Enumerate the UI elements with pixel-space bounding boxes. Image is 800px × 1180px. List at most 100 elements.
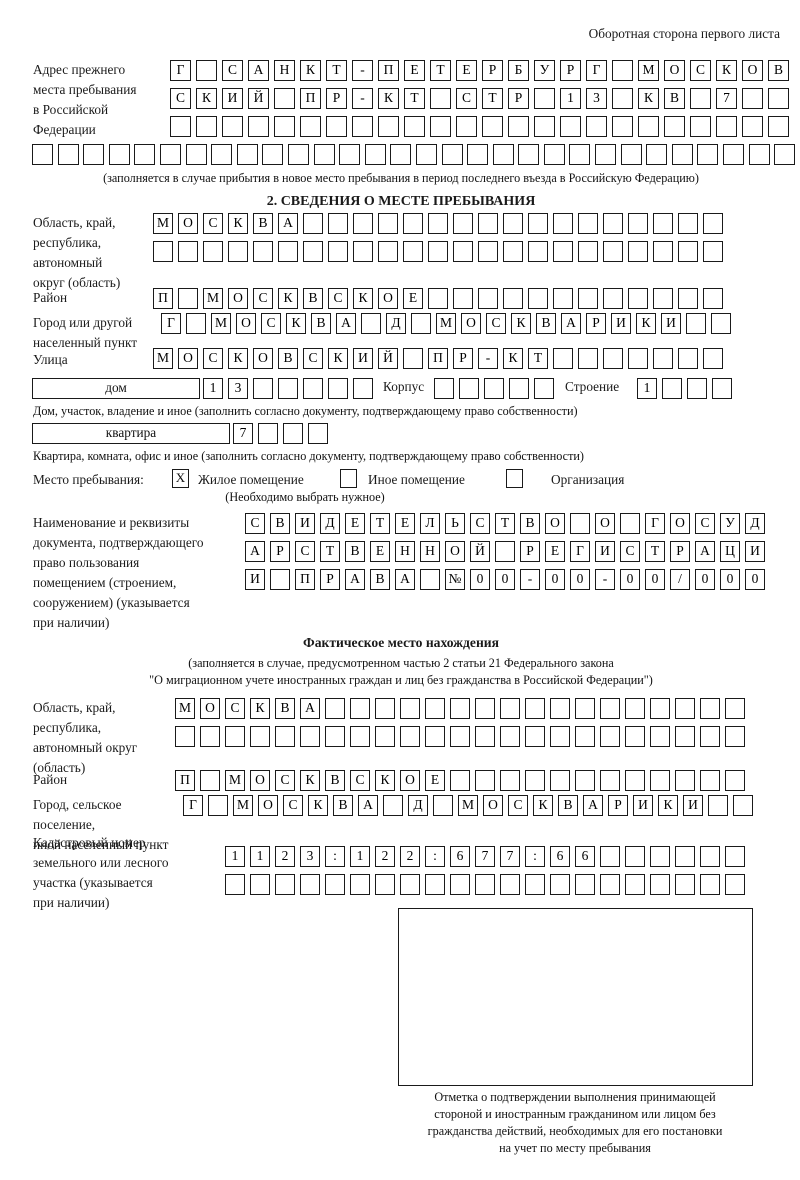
char-cell[interactable]: [403, 213, 423, 234]
char-cell[interactable]: [236, 144, 258, 165]
char-cell[interactable]: [638, 116, 659, 137]
char-cell[interactable]: [628, 213, 648, 234]
char-cell[interactable]: [703, 348, 723, 369]
char-cell[interactable]: Ц: [720, 541, 740, 562]
char-cell[interactable]: [508, 116, 529, 137]
char-cell[interactable]: [434, 378, 454, 399]
char-cell[interactable]: Р: [453, 348, 473, 369]
char-cell[interactable]: 1: [203, 378, 223, 399]
char-cell[interactable]: [411, 313, 431, 334]
char-cell[interactable]: :: [425, 846, 445, 867]
char-cell[interactable]: [653, 288, 673, 309]
char-cell[interactable]: О: [545, 513, 565, 534]
char-cell[interactable]: [228, 241, 248, 262]
char-cell[interactable]: [553, 241, 573, 262]
char-cell[interactable]: Й: [248, 88, 269, 109]
char-cell[interactable]: [653, 213, 673, 234]
char-cell[interactable]: [303, 213, 323, 234]
char-cell[interactable]: К: [300, 770, 320, 791]
char-cell[interactable]: [700, 770, 720, 791]
char-cell[interactable]: [478, 288, 498, 309]
char-cell[interactable]: О: [253, 348, 273, 369]
char-cell[interactable]: [700, 726, 720, 747]
char-cell[interactable]: [600, 726, 620, 747]
char-cell[interactable]: О: [200, 698, 220, 719]
char-cell[interactable]: П: [300, 88, 321, 109]
char-cell[interactable]: К: [511, 313, 531, 334]
char-cell[interactable]: [675, 770, 695, 791]
char-cell[interactable]: [475, 874, 495, 895]
char-cell[interactable]: [208, 795, 228, 816]
char-cell[interactable]: И: [611, 313, 631, 334]
char-cell[interactable]: С: [283, 795, 303, 816]
char-cell[interactable]: О: [378, 288, 398, 309]
char-cell[interactable]: С: [695, 513, 715, 534]
char-cell[interactable]: [628, 288, 648, 309]
char-cell[interactable]: [503, 288, 523, 309]
char-cell[interactable]: [375, 874, 395, 895]
char-cell[interactable]: [525, 770, 545, 791]
char-cell[interactable]: [700, 874, 720, 895]
char-cell[interactable]: [275, 874, 295, 895]
char-cell[interactable]: Р: [508, 88, 529, 109]
char-cell[interactable]: К: [278, 288, 298, 309]
char-cell[interactable]: [428, 288, 448, 309]
char-cell[interactable]: [675, 846, 695, 867]
char-cell[interactable]: К: [300, 60, 321, 81]
char-cell[interactable]: [325, 874, 345, 895]
char-cell[interactable]: [441, 144, 463, 165]
char-cell[interactable]: [612, 60, 633, 81]
char-cell[interactable]: [278, 378, 298, 399]
char-cell[interactable]: -: [352, 88, 373, 109]
char-cell[interactable]: [274, 88, 295, 109]
char-cell[interactable]: [364, 144, 386, 165]
char-cell[interactable]: М: [153, 348, 173, 369]
char-cell[interactable]: [550, 874, 570, 895]
char-cell[interactable]: С: [253, 288, 273, 309]
char-cell[interactable]: В: [768, 60, 789, 81]
char-cell[interactable]: С: [508, 795, 528, 816]
char-cell[interactable]: [400, 874, 420, 895]
char-cell[interactable]: [712, 378, 732, 399]
char-cell[interactable]: В: [311, 313, 331, 334]
char-cell[interactable]: [83, 144, 105, 165]
char-cell[interactable]: К: [636, 313, 656, 334]
char-cell[interactable]: [575, 698, 595, 719]
char-cell[interactable]: [425, 874, 445, 895]
char-cell[interactable]: К: [228, 348, 248, 369]
char-cell[interactable]: [450, 726, 470, 747]
char-cell[interactable]: 3: [300, 846, 320, 867]
char-cell[interactable]: [543, 144, 565, 165]
char-cell[interactable]: М: [203, 288, 223, 309]
char-cell[interactable]: Л: [420, 513, 440, 534]
char-cell[interactable]: [353, 241, 373, 262]
char-cell[interactable]: Т: [326, 60, 347, 81]
char-cell[interactable]: [383, 795, 403, 816]
char-cell[interactable]: [628, 348, 648, 369]
char-cell[interactable]: 0: [620, 569, 640, 590]
char-cell[interactable]: [328, 241, 348, 262]
char-cell[interactable]: [303, 241, 323, 262]
char-cell[interactable]: [428, 213, 448, 234]
char-cell[interactable]: 0: [645, 569, 665, 590]
char-cell[interactable]: К: [328, 348, 348, 369]
char-cell[interactable]: О: [250, 770, 270, 791]
char-cell[interactable]: О: [178, 213, 198, 234]
char-cell[interactable]: [600, 874, 620, 895]
char-cell[interactable]: Ь: [445, 513, 465, 534]
char-cell[interactable]: В: [275, 698, 295, 719]
char-cell[interactable]: [450, 874, 470, 895]
char-cell[interactable]: 7: [500, 846, 520, 867]
char-cell[interactable]: [200, 726, 220, 747]
char-cell[interactable]: Б: [508, 60, 529, 81]
char-cell[interactable]: Н: [420, 541, 440, 562]
char-cell[interactable]: [678, 288, 698, 309]
char-cell[interactable]: 7: [475, 846, 495, 867]
char-cell[interactable]: С: [470, 513, 490, 534]
char-cell[interactable]: [748, 144, 770, 165]
